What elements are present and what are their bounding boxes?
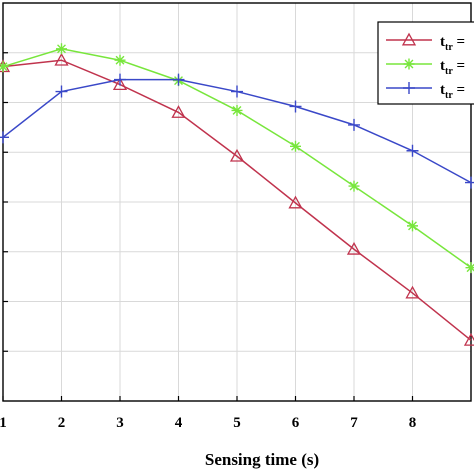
data-point-asterisk [290,140,301,152]
data-point-asterisk [0,61,9,73]
x-tick-label: 6 [292,415,300,431]
x-axis-label: Sensing time (s) [205,450,319,469]
data-point-triangle [112,77,128,91]
series-plus [0,73,474,189]
data-point-plus [172,73,185,86]
legend-label: ttr = [440,34,465,53]
data-point-triangle [401,32,417,46]
data-point-triangle [346,241,362,255]
data-point-asterisk [56,43,67,55]
data-point-plus [231,85,243,98]
data-point-triangle [229,148,245,162]
legend-label: ttr = [440,58,465,77]
x-tick-label: 2 [58,415,66,431]
legend-item: ttr = [386,32,465,53]
data-point-plus [289,100,302,113]
y-axis-ticks [3,52,8,352]
legend-item: ttr = [386,82,465,101]
legend: ttr = ttr = ttr = [377,21,474,105]
data-point-triangle [54,52,69,66]
data-point-plus [465,176,474,189]
data-point-asterisk [114,54,126,66]
series-line [2,59,472,341]
legend-item: ttr = [386,58,465,77]
x-tick-label: 8 [409,415,417,431]
data-point-triangle [463,332,474,346]
data-point-plus [55,85,68,98]
data-point-triangle [171,105,186,118]
data-point-asterisk [465,262,474,274]
data-point-asterisk [407,220,418,232]
data-point-asterisk [231,104,243,116]
x-tick-label: 5 [233,415,241,431]
data-point-triangle [288,195,303,209]
series-group [0,43,474,346]
data-point-plus [348,118,360,131]
series-triangle [0,52,474,346]
data-point-plus [114,73,126,86]
data-point-plus [0,131,9,144]
legend-label: ttr = [440,82,465,101]
x-axis-ticks: 1 2 3 4 5 6 7 8 [0,396,416,431]
x-tick-label: 7 [350,415,358,431]
legend-box [377,21,474,105]
data-point-asterisk [348,180,360,192]
data-point-plus [403,82,415,94]
x-tick-label: 1 [0,415,7,431]
data-point-plus [406,144,419,157]
data-point-asterisk [403,58,415,70]
data-point-triangle [405,285,420,299]
x-tick-label: 3 [116,415,124,431]
x-tick-label: 4 [175,415,183,431]
